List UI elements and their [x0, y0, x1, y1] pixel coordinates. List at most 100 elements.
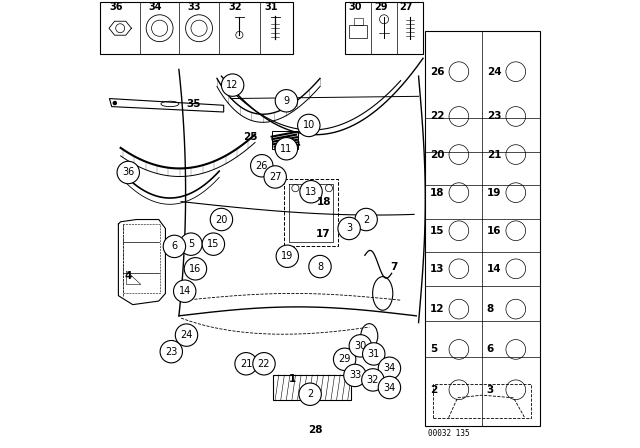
Bar [353, 18, 362, 25]
Text: 19: 19 [281, 251, 293, 261]
Text: 00032 135: 00032 135 [428, 429, 469, 438]
Text: 14: 14 [486, 264, 501, 274]
Text: 6: 6 [172, 241, 177, 251]
Bar [100, 2, 293, 54]
Circle shape [333, 348, 356, 370]
Text: 21: 21 [240, 359, 252, 369]
Text: 21: 21 [486, 150, 501, 159]
Text: 10: 10 [303, 121, 315, 130]
Text: 29: 29 [339, 354, 351, 364]
Text: 20: 20 [430, 150, 444, 159]
Text: 25: 25 [243, 132, 258, 142]
Circle shape [362, 369, 384, 391]
Text: 30: 30 [354, 341, 367, 351]
Circle shape [253, 353, 275, 375]
Circle shape [221, 74, 244, 96]
Text: 13: 13 [305, 187, 317, 197]
Text: 16: 16 [486, 226, 501, 236]
Text: 36: 36 [109, 2, 122, 12]
Text: 9: 9 [284, 96, 289, 106]
Text: 24: 24 [180, 330, 193, 340]
Text: 5: 5 [188, 239, 194, 249]
Text: 3: 3 [346, 224, 352, 233]
Bar [271, 131, 298, 149]
Text: 34: 34 [148, 2, 162, 12]
Circle shape [235, 353, 257, 375]
Circle shape [275, 138, 298, 160]
Text: 19: 19 [486, 188, 501, 198]
Text: 20: 20 [215, 215, 228, 224]
Bar [123, 224, 159, 293]
Circle shape [338, 217, 360, 240]
Circle shape [275, 90, 298, 112]
Text: 15: 15 [207, 239, 220, 249]
Circle shape [378, 376, 401, 399]
Text: 24: 24 [486, 67, 501, 77]
Text: 8: 8 [317, 262, 323, 271]
Text: 12: 12 [430, 304, 444, 314]
Circle shape [298, 114, 320, 137]
Text: 32: 32 [228, 2, 242, 12]
Text: 35: 35 [186, 99, 201, 109]
Text: 18: 18 [430, 188, 444, 198]
Text: 34: 34 [383, 363, 396, 373]
Text: 12: 12 [227, 80, 239, 90]
Text: 4: 4 [125, 271, 132, 280]
Circle shape [300, 181, 323, 203]
Circle shape [355, 208, 378, 231]
Text: 1: 1 [289, 374, 296, 383]
Bar [425, 31, 540, 426]
Circle shape [202, 233, 225, 255]
Text: 8: 8 [486, 304, 494, 314]
Circle shape [264, 166, 287, 188]
Text: 14: 14 [179, 286, 191, 296]
Text: 31: 31 [367, 349, 380, 359]
Circle shape [299, 383, 321, 405]
Text: 3: 3 [486, 385, 494, 395]
Text: 17: 17 [316, 229, 331, 239]
Text: 15: 15 [430, 226, 444, 236]
Text: 6: 6 [486, 345, 494, 354]
Circle shape [378, 357, 401, 379]
Text: 31: 31 [264, 2, 278, 12]
Text: 13: 13 [430, 264, 444, 274]
Text: 27: 27 [400, 2, 413, 12]
Circle shape [344, 364, 366, 387]
Text: 22: 22 [430, 112, 444, 121]
Text: 11: 11 [280, 144, 292, 154]
Text: 29: 29 [374, 2, 388, 12]
Circle shape [349, 335, 371, 357]
Text: 18: 18 [317, 198, 332, 207]
Text: 36: 36 [122, 168, 134, 177]
Text: 27: 27 [269, 172, 282, 182]
Text: 2: 2 [307, 389, 313, 399]
Circle shape [276, 245, 298, 267]
Text: 26: 26 [255, 161, 268, 171]
Text: 7: 7 [390, 262, 397, 271]
Text: 30: 30 [348, 2, 362, 12]
Text: 2: 2 [430, 385, 437, 395]
Text: 22: 22 [258, 359, 270, 369]
Circle shape [173, 280, 196, 302]
Text: 23: 23 [486, 112, 501, 121]
Text: 33: 33 [349, 370, 361, 380]
Circle shape [362, 343, 385, 365]
Circle shape [175, 324, 198, 346]
Circle shape [251, 155, 273, 177]
Text: 32: 32 [367, 375, 379, 385]
Text: 5: 5 [430, 345, 437, 354]
Text: 34: 34 [383, 383, 396, 392]
Circle shape [180, 233, 202, 255]
Circle shape [211, 208, 233, 231]
Text: 23: 23 [165, 347, 177, 357]
Bar [273, 375, 351, 400]
Circle shape [309, 255, 332, 278]
Text: 28: 28 [308, 425, 323, 435]
Circle shape [163, 235, 186, 258]
Circle shape [113, 101, 117, 105]
Circle shape [184, 258, 207, 280]
Text: 2: 2 [363, 215, 369, 224]
Bar [345, 2, 423, 54]
Text: 33: 33 [188, 2, 202, 12]
Text: 26: 26 [430, 67, 444, 77]
